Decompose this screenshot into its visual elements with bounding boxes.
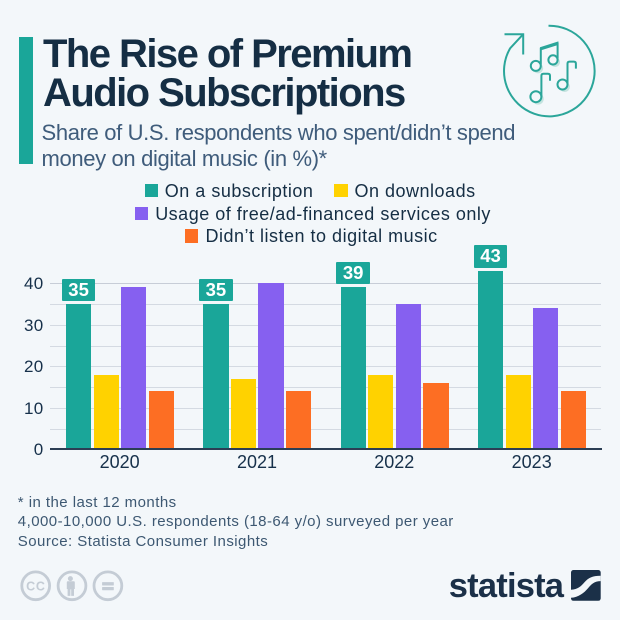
svg-text:CC: CC <box>26 579 46 593</box>
